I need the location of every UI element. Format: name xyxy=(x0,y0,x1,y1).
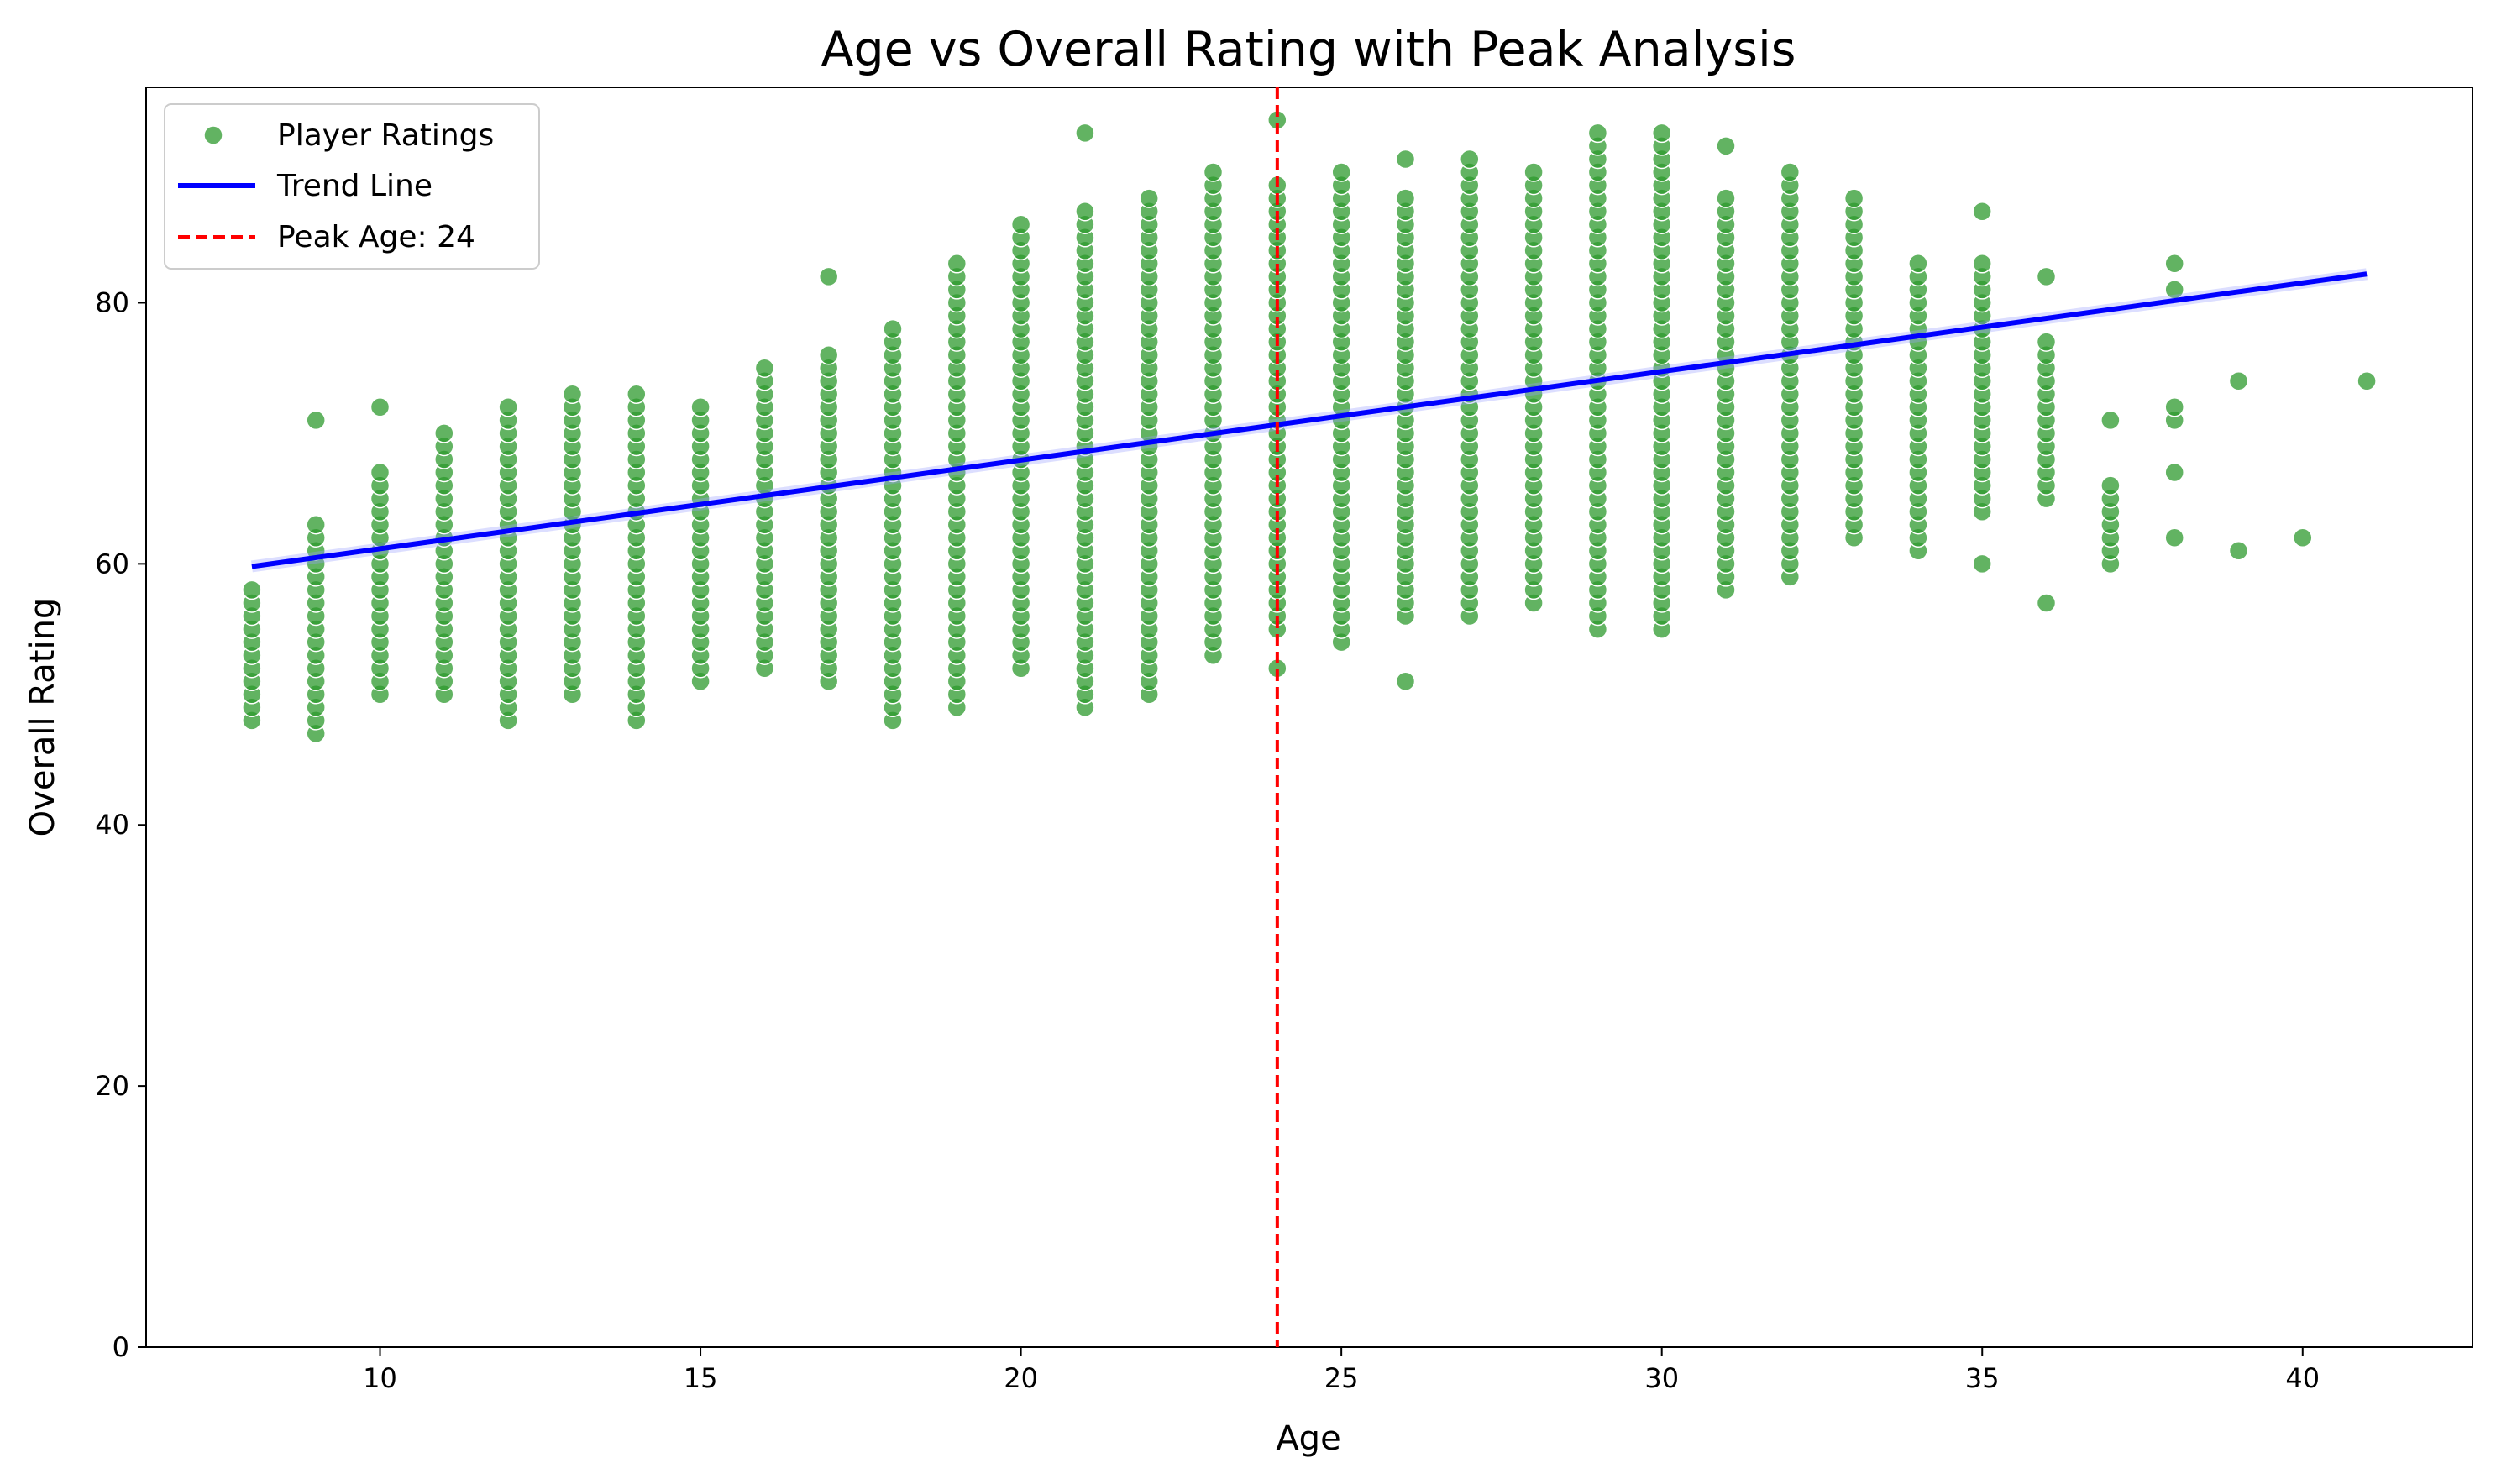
scatter-point xyxy=(2164,462,2184,483)
trend-line xyxy=(251,271,2368,569)
scatter-point xyxy=(2164,254,2184,274)
scatter-point xyxy=(2100,475,2121,496)
scatter-point xyxy=(1331,162,1351,182)
legend: Player Ratings Trend Line Peak Age: 24 xyxy=(164,103,540,270)
scatter-point xyxy=(2164,397,2184,417)
scatter-point xyxy=(1523,162,1544,182)
scatter-point xyxy=(2164,527,2184,548)
scatter-point xyxy=(1010,214,1031,234)
scatter-point xyxy=(2100,410,2121,431)
scatter-point xyxy=(2228,541,2249,561)
scatter-point xyxy=(690,397,711,417)
legend-label-player-ratings: Player Ratings xyxy=(277,118,494,153)
legend-marker-player-ratings xyxy=(203,125,223,145)
scatter-point xyxy=(1395,149,1416,170)
x-tick-label: 15 xyxy=(684,1362,718,1394)
legend-label-peak-age: Peak Age: 24 xyxy=(277,220,475,254)
scatter-point xyxy=(754,358,775,378)
y-axis: 0 20 40 60 80 xyxy=(95,286,146,1363)
scatter-point xyxy=(1780,162,1801,182)
scatter-point xyxy=(946,254,967,274)
scatter-point xyxy=(818,344,839,365)
scatter-point xyxy=(434,423,454,443)
scatter-point xyxy=(1139,188,1159,208)
scatter-point xyxy=(2228,370,2249,391)
x-tick-label: 25 xyxy=(1324,1362,1359,1394)
scatter-point xyxy=(1460,149,1480,170)
scatter-point xyxy=(370,397,391,417)
scatter-point xyxy=(883,318,903,339)
scatter-point xyxy=(1587,123,1608,144)
plot-frame xyxy=(145,87,2473,1348)
scatter-point xyxy=(1972,254,1992,274)
y-tick-label: 20 xyxy=(95,1070,129,1102)
scatter-point xyxy=(1972,201,1992,222)
scatter-point xyxy=(1651,123,1672,144)
chart-title: Age vs Overall Rating with Peak Analysis xyxy=(821,22,1796,77)
scatter-point xyxy=(2036,593,2057,613)
scatter-point xyxy=(242,579,262,600)
scatter-point xyxy=(1716,188,1736,208)
scatter-point xyxy=(1716,136,1736,156)
scatter-point xyxy=(1843,188,1864,208)
plot-area xyxy=(145,87,2473,1348)
x-tick-label: 10 xyxy=(363,1362,397,1394)
y-tick-label: 40 xyxy=(95,809,129,841)
x-tick-label: 40 xyxy=(2285,1362,2320,1394)
scatter-point xyxy=(498,397,518,417)
scatter-point xyxy=(1075,123,1095,144)
legend-box xyxy=(164,103,540,270)
x-tick-label: 35 xyxy=(1965,1362,2000,1394)
trend-layer xyxy=(250,268,2368,573)
x-axis: 10 15 20 25 30 35 40 xyxy=(363,1347,2320,1394)
scatter-point xyxy=(562,384,583,405)
scatter-point xyxy=(370,462,391,483)
scatter-point xyxy=(1395,671,1416,692)
scatter-point xyxy=(1972,553,1992,574)
legend-label-trend-line: Trend Line xyxy=(276,169,433,203)
y-tick-label: 0 xyxy=(113,1331,129,1363)
scatter-point xyxy=(1395,188,1416,208)
scatter-point xyxy=(306,410,326,431)
x-tick-label: 20 xyxy=(1004,1362,1038,1394)
scatter-point xyxy=(2036,266,2057,287)
scatter-point xyxy=(1203,162,1224,182)
scatter-point xyxy=(2293,527,2313,548)
x-axis-label: Age xyxy=(1276,1419,1340,1458)
scatter-point xyxy=(818,266,839,287)
scatter-point xyxy=(1908,254,1928,274)
scatter-point xyxy=(2357,370,2377,391)
scatter-point xyxy=(1075,201,1095,222)
y-tick-label: 80 xyxy=(95,286,129,318)
y-axis-label: Overall Rating xyxy=(24,598,62,837)
y-tick-label: 60 xyxy=(95,548,129,579)
scatter-point xyxy=(2036,332,2057,352)
scatter-point xyxy=(306,514,326,535)
x-tick-label: 30 xyxy=(1644,1362,1679,1394)
scatter-point xyxy=(627,384,647,405)
